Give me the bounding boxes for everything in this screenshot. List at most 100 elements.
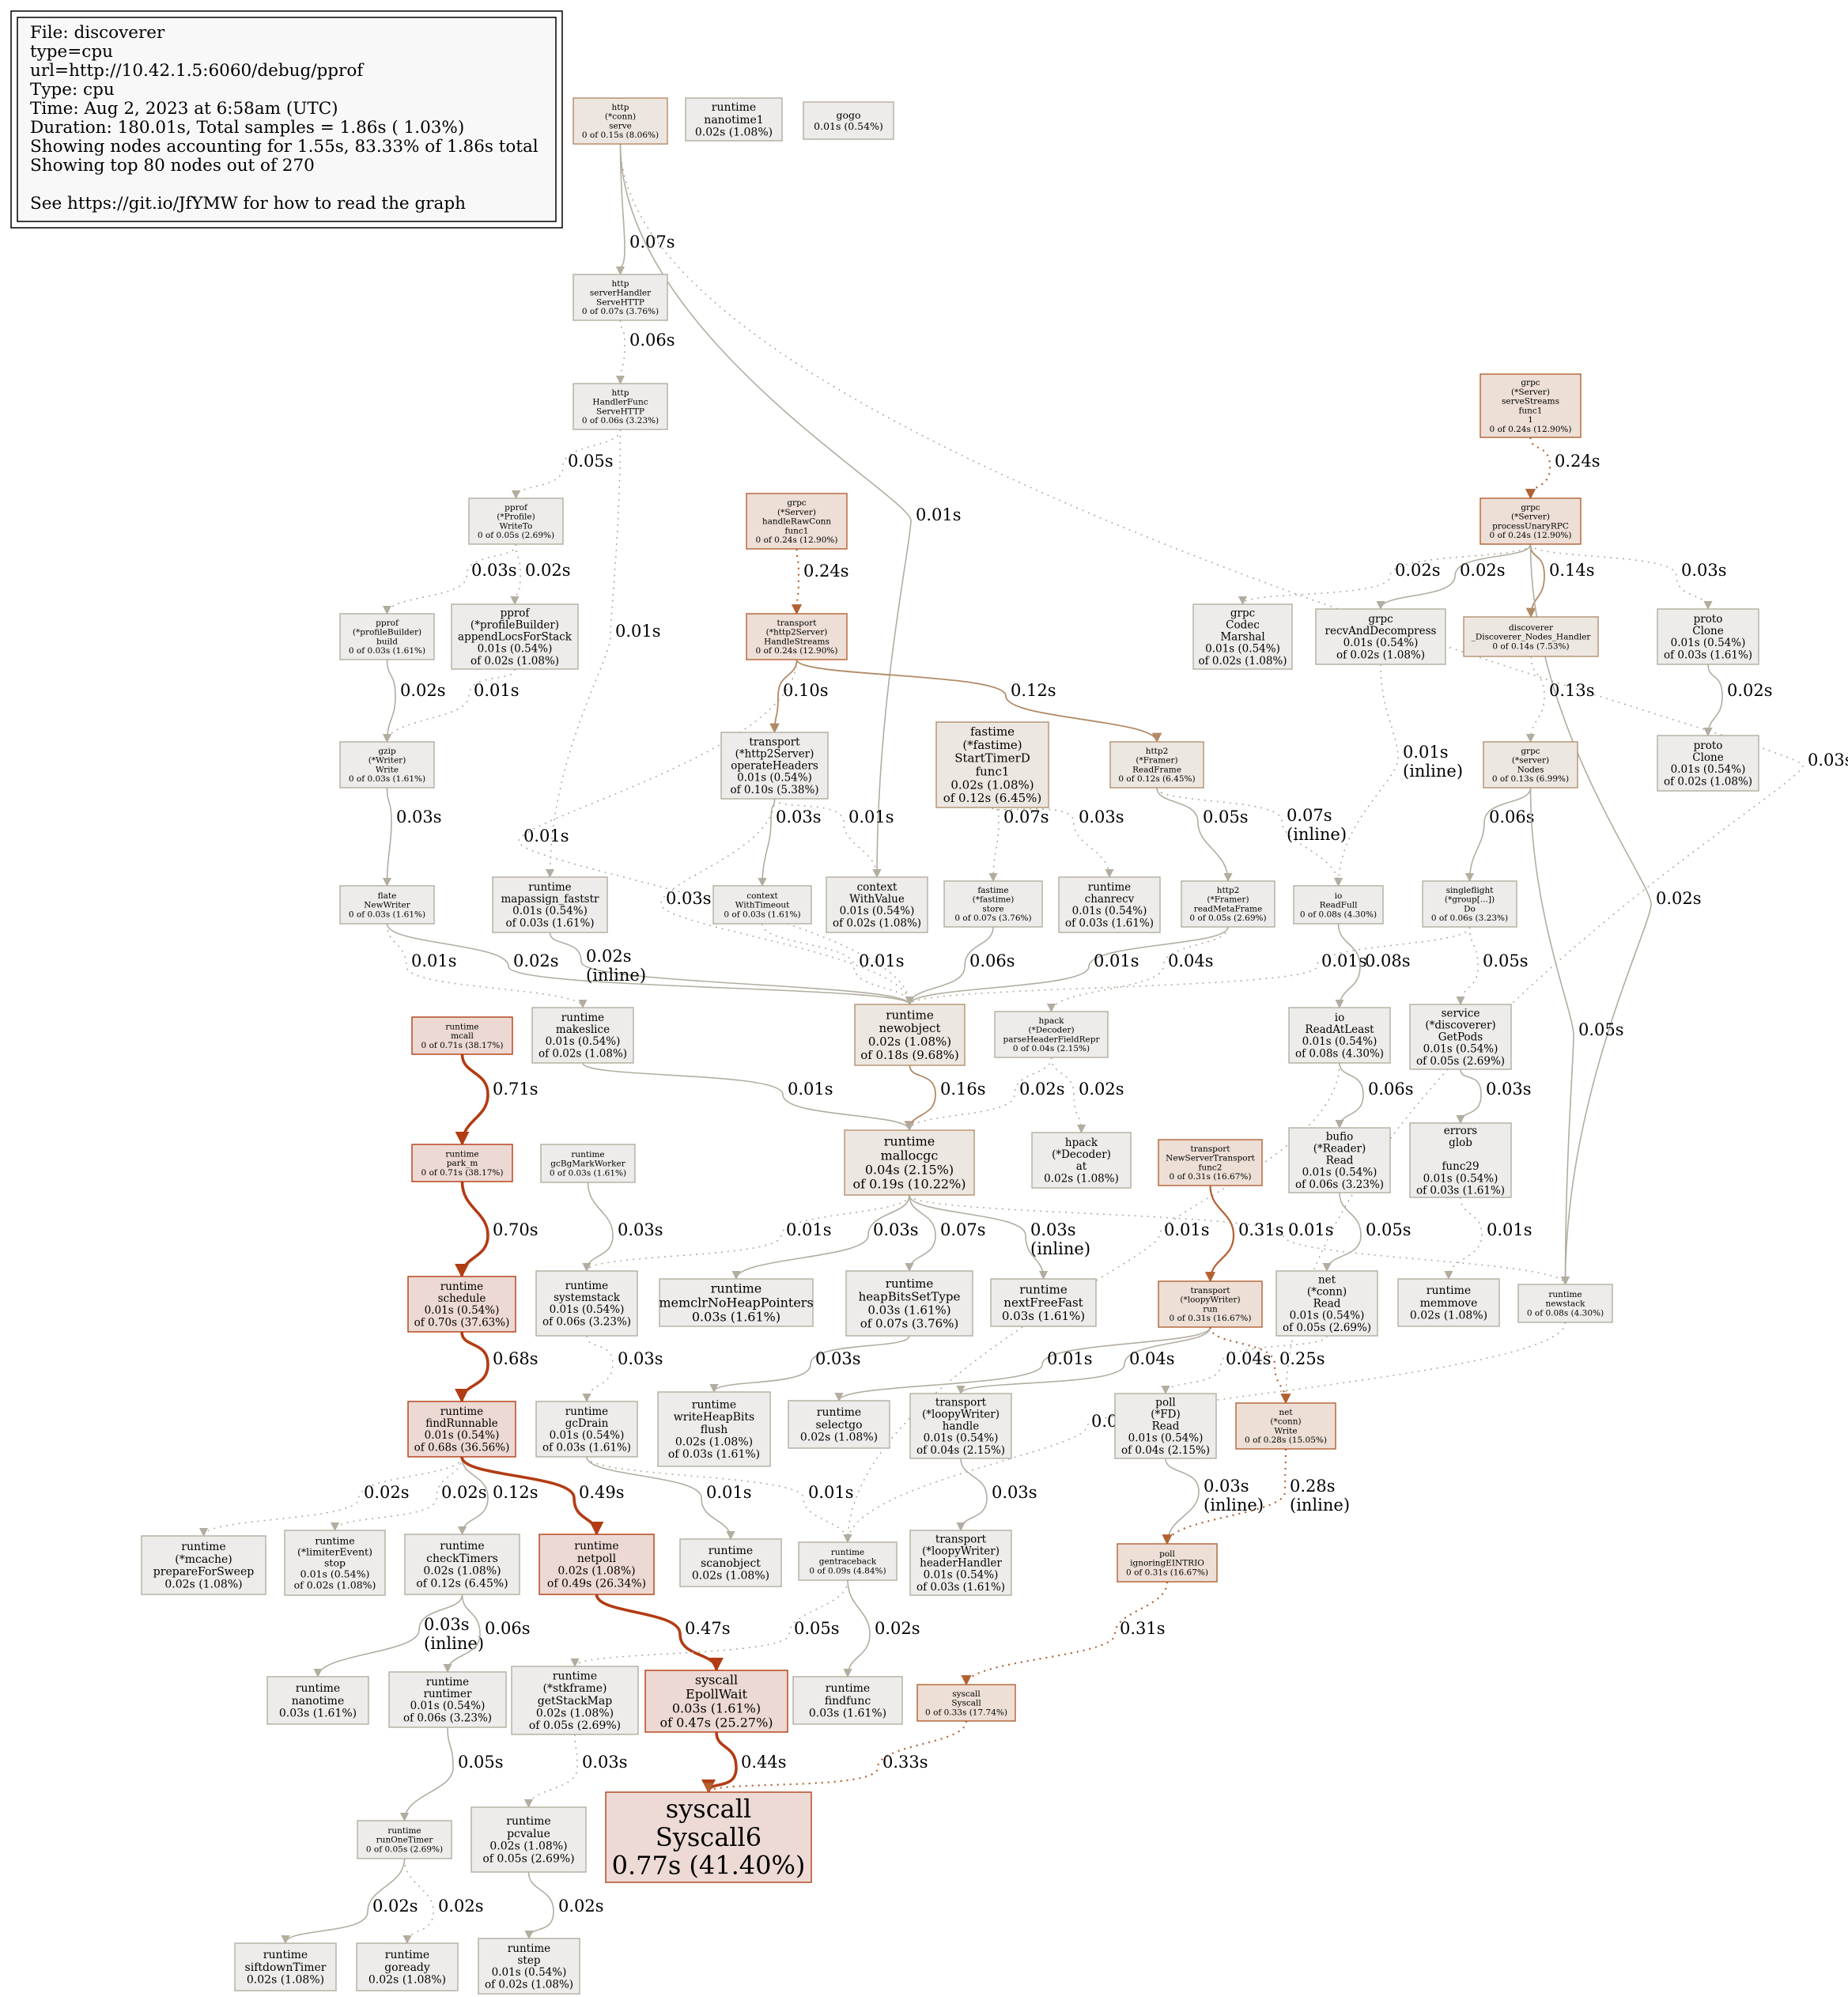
node-label-line: of 0.02s (1.08%) [485, 1978, 573, 1991]
legend-line: File: discoverer [30, 23, 165, 43]
node-transport-operateheaders[interactable]: transport(*http2Server)operateHeaders0.0… [720, 732, 829, 800]
node-box [1158, 1280, 1263, 1328]
edge-runtime-pcvalue-to-runtime-step [524, 1871, 554, 1940]
node-transport-headerhandler[interactable]: transport(*loopyWriter)headerHandler0.01… [909, 1530, 1012, 1596]
node-box [1293, 885, 1384, 925]
edge-label: 0.02s [1460, 561, 1506, 580]
node-singleflight-do[interactable]: singleflight(*group[...])Do0 of 0.06s (3… [1422, 880, 1517, 928]
node-label-line: (*Server) [1511, 512, 1550, 522]
edge-gzip-write-to-flate-newwriter [382, 787, 392, 887]
node-box [720, 732, 829, 800]
node-label-line: 0.03s (1.61%) [672, 1700, 761, 1715]
edge-label: 0.02s [1656, 889, 1702, 908]
node-label-line: 0.01s (0.54%) [1205, 643, 1280, 656]
node-label-line: gentraceback [819, 1557, 877, 1567]
node-label-line: http [612, 279, 629, 289]
node-hpack-at[interactable]: hpack(*Decoder)at0.02s (1.08%) [1031, 1132, 1132, 1189]
node-box [478, 1938, 580, 1995]
node-label-line: (*loopyWriter) [922, 1408, 1000, 1420]
edge-runtime-runonetimer-to-runtime-siftdowntimer [281, 1858, 406, 1945]
edge-http2-readmetaframe-to-hpack-parseheaderfieldrepr [1046, 926, 1229, 1013]
node-pprof-appendlocs[interactable]: pprof(*profileBuilder)appendLocsForStack… [451, 603, 579, 670]
node-label-line: Clone [1692, 625, 1723, 637]
edge-flate-newwriter-to-runtime-newobject [386, 923, 914, 1006]
